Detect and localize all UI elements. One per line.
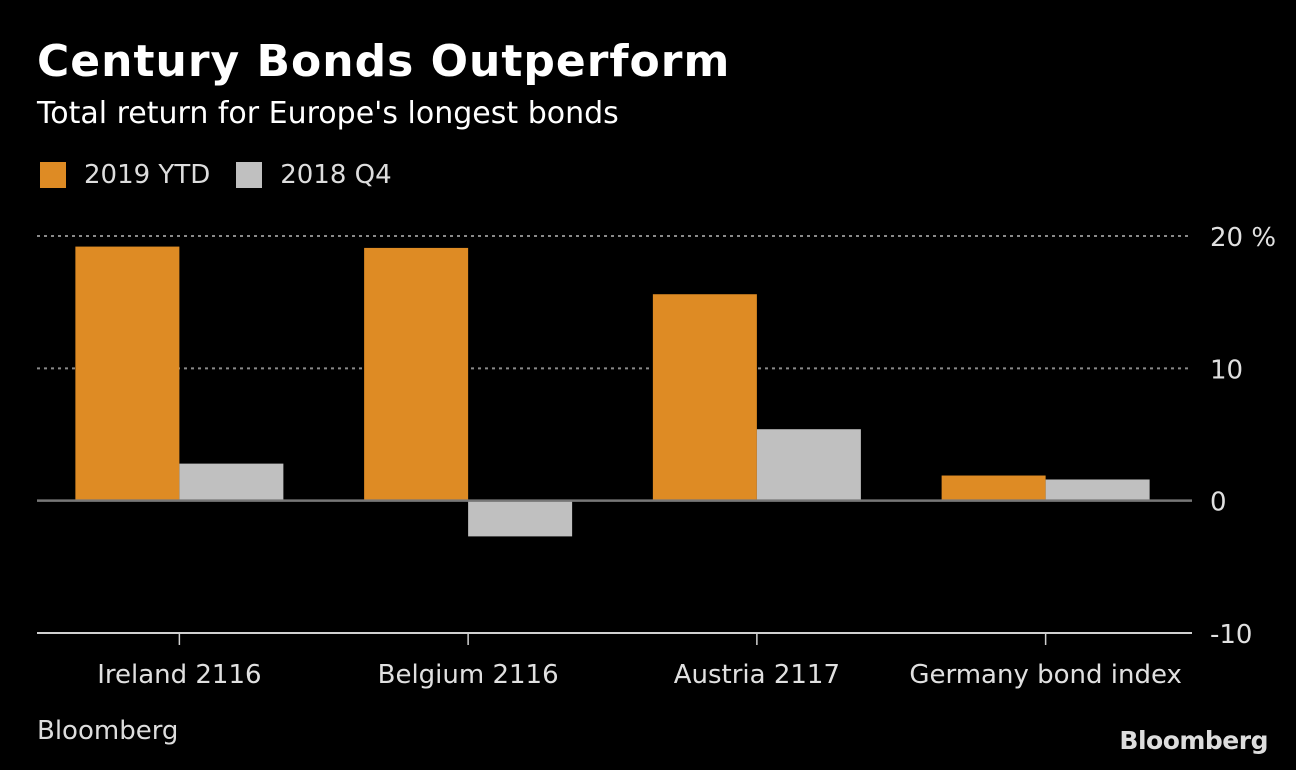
y-tick-label: 20 % (1210, 223, 1276, 253)
bar-2019-ytd-ireland-2116 (75, 246, 180, 501)
bar-2019-ytd-belgium-2116 (364, 247, 469, 501)
bar-2018-q4-austria-2117 (756, 429, 861, 501)
legend: 2019 YTD 2018 Q4 (40, 160, 418, 190)
bar-2019-ytd-germany-bond-index (941, 475, 1046, 501)
y-tick-label: 10 (1210, 355, 1243, 385)
legend-swatch-2019-ytd (40, 162, 66, 188)
chart-subtitle: Total return for Europe's longest bonds (37, 96, 619, 131)
x-tick-label: Belgium 2116 (378, 660, 559, 690)
legend-item-2019-ytd: 2019 YTD (40, 160, 210, 190)
chart-title: Century Bonds Outperform (37, 36, 731, 87)
y-tick-label: -10 (1210, 620, 1252, 650)
x-tick-label: Austria 2117 (674, 660, 840, 690)
legend-label-2019-ytd: 2019 YTD (84, 160, 211, 190)
legend-swatch-2018-q4 (236, 162, 263, 188)
y-tick-label: 0 (1210, 488, 1227, 518)
bloomberg-logo: Bloomberg (1119, 726, 1268, 755)
legend-label-2018-q4: 2018 Q4 (280, 160, 392, 190)
bar-2018-q4-ireland-2116 (179, 463, 284, 501)
source-label: Bloomberg (37, 716, 179, 746)
bar-2018-q4-belgium-2116 (468, 500, 573, 537)
bar-2018-q4-germany-bond-index (1045, 479, 1150, 501)
legend-item-2018-q4: 2018 Q4 (236, 160, 392, 190)
x-tick-label: Ireland 2116 (97, 660, 261, 690)
x-tick-label: Germany bond index (909, 660, 1182, 690)
bar-2019-ytd-austria-2117 (652, 294, 757, 501)
